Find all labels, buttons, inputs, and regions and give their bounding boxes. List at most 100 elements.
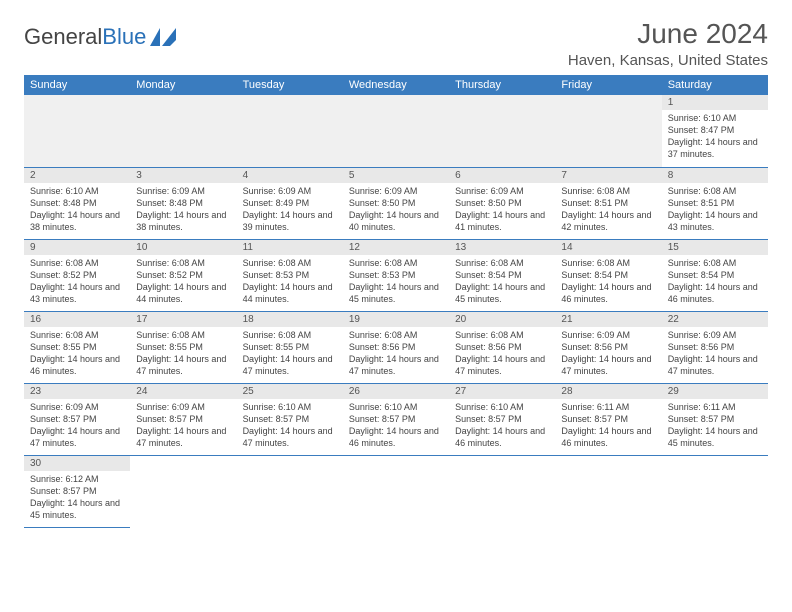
sunset-line: Sunset: 8:54 PM [668, 269, 762, 281]
calendar-cell: 27Sunrise: 6:10 AMSunset: 8:57 PMDayligh… [449, 383, 555, 455]
location-text: Haven, Kansas, United States [568, 52, 768, 69]
calendar-cell [130, 455, 236, 527]
day-number: 8 [662, 168, 768, 183]
weekday-header: Tuesday [237, 75, 343, 95]
daylight-line: Daylight: 14 hours and 45 minutes. [455, 281, 549, 305]
day-number: 4 [237, 168, 343, 183]
sunset-line: Sunset: 8:51 PM [668, 197, 762, 209]
calendar-cell: 7Sunrise: 6:08 AMSunset: 8:51 PMDaylight… [555, 167, 661, 239]
calendar-cell [449, 95, 555, 167]
brand-logo: GeneralBlue [24, 24, 176, 50]
day-details: Sunrise: 6:09 AMSunset: 8:50 PMDaylight:… [449, 183, 555, 238]
calendar-page: GeneralBlue June 2024 Haven, Kansas, Uni… [0, 0, 792, 528]
sunrise-line: Sunrise: 6:08 AM [136, 257, 230, 269]
day-number: 20 [449, 312, 555, 327]
sunset-line: Sunset: 8:52 PM [136, 269, 230, 281]
sunset-line: Sunset: 8:56 PM [349, 341, 443, 353]
sunset-line: Sunset: 8:54 PM [561, 269, 655, 281]
calendar-cell: 12Sunrise: 6:08 AMSunset: 8:53 PMDayligh… [343, 239, 449, 311]
day-number: 14 [555, 240, 661, 255]
sunset-line: Sunset: 8:54 PM [455, 269, 549, 281]
weekday-header: Saturday [662, 75, 768, 95]
day-number: 21 [555, 312, 661, 327]
weekday-header: Monday [130, 75, 236, 95]
sunrise-line: Sunrise: 6:08 AM [136, 329, 230, 341]
title-block: June 2024 Haven, Kansas, United States [568, 18, 768, 69]
day-number: 24 [130, 384, 236, 399]
sunrise-line: Sunrise: 6:10 AM [668, 112, 762, 124]
day-details: Sunrise: 6:10 AMSunset: 8:57 PMDaylight:… [449, 399, 555, 454]
sunrise-line: Sunrise: 6:08 AM [349, 329, 443, 341]
daylight-line: Daylight: 14 hours and 38 minutes. [136, 209, 230, 233]
daylight-line: Daylight: 14 hours and 47 minutes. [243, 425, 337, 449]
sunset-line: Sunset: 8:57 PM [455, 413, 549, 425]
calendar-cell: 4Sunrise: 6:09 AMSunset: 8:49 PMDaylight… [237, 167, 343, 239]
calendar-cell: 10Sunrise: 6:08 AMSunset: 8:52 PMDayligh… [130, 239, 236, 311]
daylight-line: Daylight: 14 hours and 41 minutes. [455, 209, 549, 233]
day-details: Sunrise: 6:09 AMSunset: 8:48 PMDaylight:… [130, 183, 236, 238]
sunset-line: Sunset: 8:56 PM [668, 341, 762, 353]
sunrise-line: Sunrise: 6:08 AM [30, 329, 124, 341]
calendar-cell: 20Sunrise: 6:08 AMSunset: 8:56 PMDayligh… [449, 311, 555, 383]
weekday-header: Wednesday [343, 75, 449, 95]
sunrise-line: Sunrise: 6:08 AM [455, 329, 549, 341]
sunrise-line: Sunrise: 6:10 AM [30, 185, 124, 197]
daylight-line: Daylight: 14 hours and 47 minutes. [349, 353, 443, 377]
calendar-cell: 23Sunrise: 6:09 AMSunset: 8:57 PMDayligh… [24, 383, 130, 455]
daylight-line: Daylight: 14 hours and 47 minutes. [668, 353, 762, 377]
day-number: 9 [24, 240, 130, 255]
day-details: Sunrise: 6:09 AMSunset: 8:57 PMDaylight:… [24, 399, 130, 454]
daylight-line: Daylight: 14 hours and 39 minutes. [243, 209, 337, 233]
sunrise-line: Sunrise: 6:08 AM [455, 257, 549, 269]
day-number: 5 [343, 168, 449, 183]
day-number: 1 [662, 95, 768, 110]
sunrise-line: Sunrise: 6:11 AM [668, 401, 762, 413]
daylight-line: Daylight: 14 hours and 45 minutes. [668, 425, 762, 449]
sunset-line: Sunset: 8:48 PM [30, 197, 124, 209]
calendar-cell: 30Sunrise: 6:12 AMSunset: 8:57 PMDayligh… [24, 455, 130, 527]
brand-part1: General [24, 24, 102, 50]
sunrise-line: Sunrise: 6:09 AM [561, 329, 655, 341]
sunset-line: Sunset: 8:47 PM [668, 124, 762, 136]
sunrise-line: Sunrise: 6:11 AM [561, 401, 655, 413]
calendar-cell [237, 455, 343, 527]
calendar-cell: 29Sunrise: 6:11 AMSunset: 8:57 PMDayligh… [662, 383, 768, 455]
calendar-row: 9Sunrise: 6:08 AMSunset: 8:52 PMDaylight… [24, 239, 768, 311]
daylight-line: Daylight: 14 hours and 42 minutes. [561, 209, 655, 233]
daylight-line: Daylight: 14 hours and 47 minutes. [136, 353, 230, 377]
daylight-line: Daylight: 14 hours and 45 minutes. [349, 281, 443, 305]
daylight-line: Daylight: 14 hours and 45 minutes. [30, 497, 124, 521]
brand-part2: Blue [102, 24, 146, 50]
flag-icon [150, 28, 176, 46]
calendar-cell: 22Sunrise: 6:09 AMSunset: 8:56 PMDayligh… [662, 311, 768, 383]
day-number: 6 [449, 168, 555, 183]
sunrise-line: Sunrise: 6:08 AM [349, 257, 443, 269]
sunset-line: Sunset: 8:53 PM [243, 269, 337, 281]
calendar-head: SundayMondayTuesdayWednesdayThursdayFrid… [24, 75, 768, 95]
day-details: Sunrise: 6:08 AMSunset: 8:55 PMDaylight:… [237, 327, 343, 382]
day-details: Sunrise: 6:11 AMSunset: 8:57 PMDaylight:… [555, 399, 661, 454]
sunset-line: Sunset: 8:55 PM [243, 341, 337, 353]
calendar-cell: 18Sunrise: 6:08 AMSunset: 8:55 PMDayligh… [237, 311, 343, 383]
calendar-row: 2Sunrise: 6:10 AMSunset: 8:48 PMDaylight… [24, 167, 768, 239]
sunset-line: Sunset: 8:52 PM [30, 269, 124, 281]
weekday-header: Sunday [24, 75, 130, 95]
sunrise-line: Sunrise: 6:09 AM [136, 185, 230, 197]
calendar-cell [24, 95, 130, 167]
daylight-line: Daylight: 14 hours and 40 minutes. [349, 209, 443, 233]
calendar-row: 16Sunrise: 6:08 AMSunset: 8:55 PMDayligh… [24, 311, 768, 383]
daylight-line: Daylight: 14 hours and 46 minutes. [561, 281, 655, 305]
calendar-cell: 5Sunrise: 6:09 AMSunset: 8:50 PMDaylight… [343, 167, 449, 239]
sunset-line: Sunset: 8:53 PM [349, 269, 443, 281]
calendar-cell: 2Sunrise: 6:10 AMSunset: 8:48 PMDaylight… [24, 167, 130, 239]
daylight-line: Daylight: 14 hours and 37 minutes. [668, 136, 762, 160]
weekday-header: Friday [555, 75, 661, 95]
calendar-cell [237, 95, 343, 167]
sunset-line: Sunset: 8:57 PM [30, 485, 124, 497]
weekday-header: Thursday [449, 75, 555, 95]
sunset-line: Sunset: 8:50 PM [455, 197, 549, 209]
calendar-row: 1 Sunrise: 6:10 AMSunset: 8:47 PMDaylight… [24, 95, 768, 167]
daylight-line: Daylight: 14 hours and 46 minutes. [30, 353, 124, 377]
sunset-line: Sunset: 8:57 PM [30, 413, 124, 425]
calendar-cell [343, 95, 449, 167]
